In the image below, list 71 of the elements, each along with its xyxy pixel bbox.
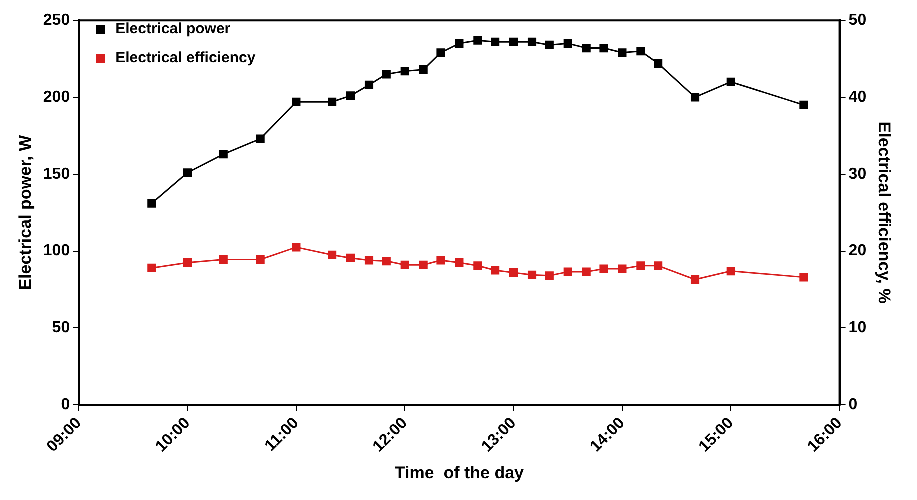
point: [219, 150, 228, 159]
point: [618, 264, 627, 274]
point: [400, 67, 410, 76]
point: [690, 275, 700, 284]
point: [545, 40, 554, 50]
y2-tick-label: 50: [848, 12, 867, 30]
point: [219, 255, 228, 264]
point: [800, 100, 808, 110]
point: [564, 39, 572, 48]
y-tick-label: 100: [43, 242, 70, 260]
y-axis-title: Electrical power, W: [16, 134, 35, 290]
point: [528, 38, 537, 46]
y2-tick-label: 30: [848, 166, 867, 183]
point: [582, 44, 591, 53]
point: [582, 268, 591, 276]
y2-tick-label: 20: [848, 242, 867, 260]
x-axis-title: Time of the day: [394, 463, 525, 482]
point: [510, 268, 518, 278]
point: [328, 250, 337, 260]
y2-tick-label: 0: [848, 396, 858, 414]
point: [528, 270, 537, 280]
point: [148, 264, 156, 272]
point: [292, 98, 301, 106]
point: [455, 39, 464, 48]
y-tick-label: 50: [52, 320, 70, 337]
legend-label: Electrical power: [116, 20, 231, 38]
point: [256, 134, 265, 144]
point: [382, 257, 391, 266]
point: [256, 255, 265, 264]
point: [436, 256, 446, 265]
point: [364, 256, 374, 265]
y2-tick-label: 40: [848, 88, 867, 106]
point: [491, 38, 500, 46]
point: [510, 38, 518, 46]
point: [618, 48, 627, 58]
point: [654, 59, 663, 68]
point: [419, 66, 428, 74]
legend-label: Electrical efficiency: [116, 50, 256, 67]
y-tick-label: 150: [43, 166, 70, 183]
point: [690, 93, 700, 102]
y2-axis-title: Electrical efficiency, %: [875, 122, 894, 304]
point: [726, 78, 736, 86]
point: [600, 44, 608, 53]
point: [726, 267, 736, 276]
point: [600, 264, 608, 274]
point: [654, 262, 663, 270]
point: [346, 254, 356, 262]
point: [292, 243, 301, 252]
point: [564, 268, 572, 276]
point: [400, 260, 410, 270]
point: [183, 168, 192, 178]
point: [800, 273, 808, 282]
y-tick-label: 0: [61, 396, 70, 414]
point: [346, 92, 356, 100]
point: [636, 262, 646, 270]
point: [545, 272, 554, 280]
point: [183, 258, 192, 268]
point: [419, 260, 428, 270]
point: [474, 36, 482, 45]
y2-tick-label: 10: [848, 320, 867, 337]
point: [436, 48, 446, 58]
point: [328, 98, 337, 106]
point: [491, 266, 500, 275]
point: [364, 80, 374, 90]
point: [455, 258, 464, 268]
y-tick-label: 250: [43, 12, 70, 30]
point: [148, 199, 156, 208]
point: [382, 70, 391, 79]
y-tick-label: 200: [43, 88, 70, 106]
point: [636, 47, 646, 56]
point: [474, 262, 482, 270]
